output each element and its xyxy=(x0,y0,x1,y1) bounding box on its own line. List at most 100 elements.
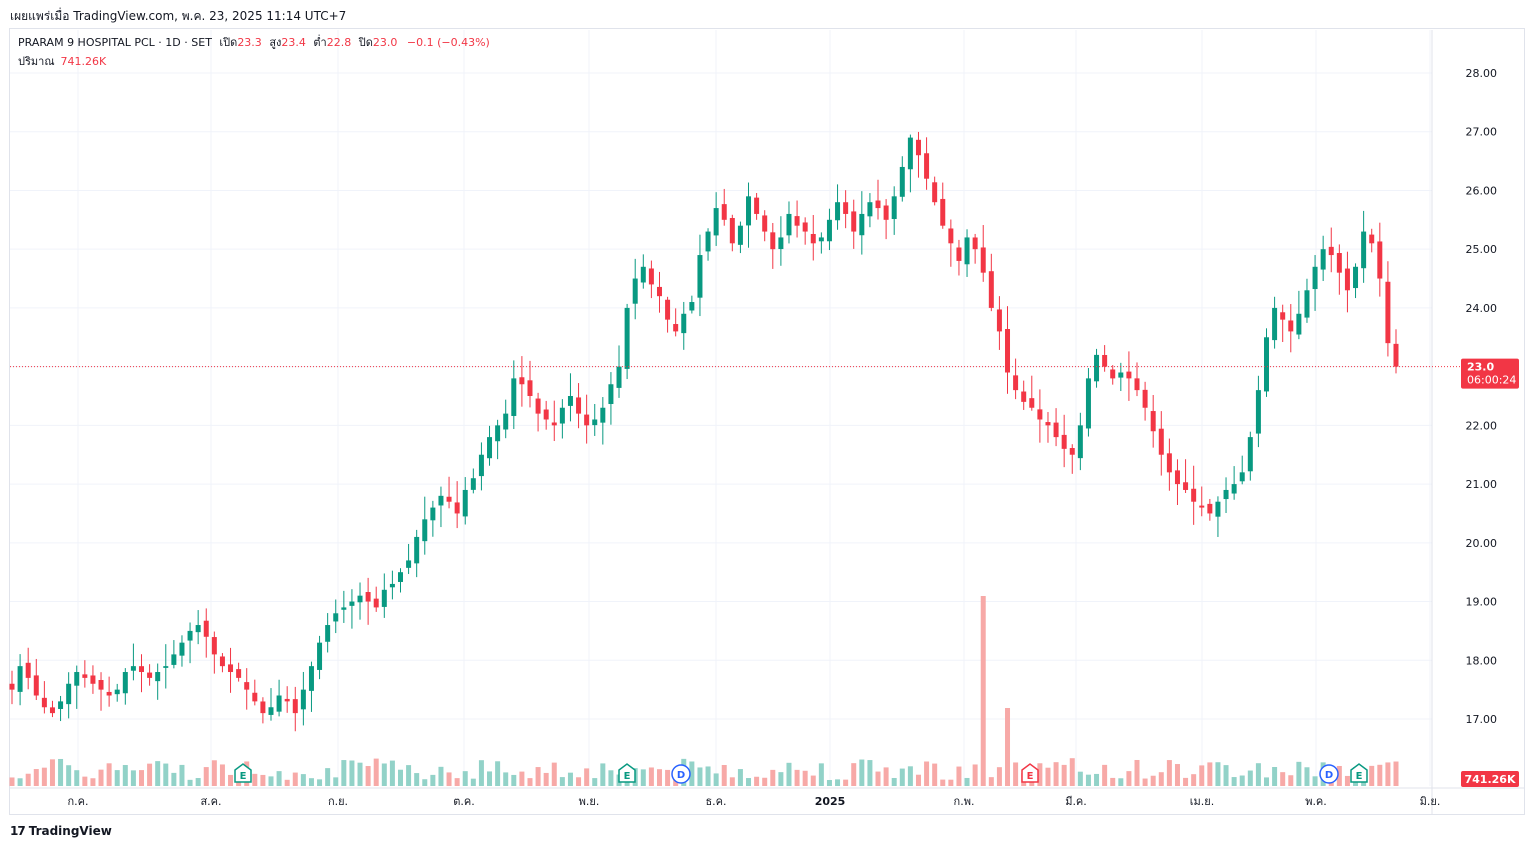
time-tick-label: ธ.ค. xyxy=(705,795,726,808)
candle-body xyxy=(1053,422,1059,438)
time-tick-label: ก.ค. xyxy=(67,795,88,808)
candle-body xyxy=(697,255,703,298)
volume-bar xyxy=(171,772,177,786)
candle-body xyxy=(665,299,671,320)
volume-bar xyxy=(519,771,525,786)
candle-body xyxy=(365,592,371,602)
volume-bar xyxy=(551,762,557,786)
candle-body xyxy=(818,237,824,242)
candle-body xyxy=(519,377,525,385)
price-tick-label: 24.00 xyxy=(1466,302,1498,315)
volume-bar xyxy=(737,769,743,786)
candle-body xyxy=(187,630,193,641)
volume-bar xyxy=(1215,762,1221,786)
candle-body xyxy=(357,595,363,603)
volume-bar xyxy=(964,777,970,786)
candle-body xyxy=(1102,354,1108,367)
volume-bar xyxy=(543,772,549,786)
earnings-marker-label: E xyxy=(1027,771,1034,782)
time-tick-label: ก.ย. xyxy=(328,795,348,808)
candle-body xyxy=(980,247,986,273)
candle-body xyxy=(802,222,808,232)
earnings-marker-icon xyxy=(1350,763,1368,783)
price-tick-label: 21.00 xyxy=(1466,478,1498,491)
change-value: −0.1 (−0.43%) xyxy=(406,36,490,49)
volume-bar xyxy=(1264,777,1270,786)
price-tick-label: 27.00 xyxy=(1466,126,1498,139)
candle-body xyxy=(567,395,573,406)
dividend-marker-icon xyxy=(671,764,691,784)
volume-bar xyxy=(195,778,201,786)
volume-bar xyxy=(357,762,363,786)
candle-body xyxy=(1369,234,1375,244)
earnings-marker-icon xyxy=(1021,763,1039,783)
candle-body xyxy=(1174,470,1180,485)
volume-bar xyxy=(1223,765,1229,786)
volume-bar xyxy=(1045,767,1051,786)
volume-bar xyxy=(300,774,306,786)
candle-body xyxy=(381,589,387,607)
candle-body xyxy=(1385,281,1391,344)
candle-body xyxy=(33,675,39,696)
volume-bar xyxy=(567,772,573,786)
chart-frame[interactable] xyxy=(9,28,1525,815)
candle-body xyxy=(875,200,881,209)
candle-body xyxy=(349,601,355,606)
volume-bar xyxy=(454,778,460,786)
candle-body xyxy=(826,219,832,242)
candle-body xyxy=(1353,266,1359,289)
candle-body xyxy=(1166,453,1172,473)
volume-bar xyxy=(430,774,436,786)
candle-body xyxy=(632,278,638,304)
candle-body xyxy=(300,689,306,710)
candle-body xyxy=(624,307,630,369)
volume-bar xyxy=(875,771,881,786)
volume-legend: ปริมาณ 741.26K xyxy=(18,52,106,70)
volume-bar xyxy=(810,775,816,786)
candle-body xyxy=(1110,369,1116,379)
high-value: 23.4 xyxy=(281,36,306,49)
volume-bar xyxy=(333,777,339,786)
volume-bar xyxy=(1077,771,1083,786)
candle-body xyxy=(58,701,64,709)
volume-bar xyxy=(972,764,978,786)
candle-body xyxy=(389,583,395,588)
volume-bar xyxy=(1110,777,1116,786)
volume-bar xyxy=(1239,775,1245,786)
volume-bar xyxy=(843,779,849,786)
volume-bar xyxy=(1005,708,1011,786)
volume-bar xyxy=(1231,777,1237,786)
candle-body xyxy=(373,598,379,608)
candle-body xyxy=(867,202,873,217)
candle-body xyxy=(49,707,55,714)
tradingview-footer[interactable]: 17 TradingView xyxy=(10,824,112,838)
candle-body xyxy=(41,697,47,708)
volume-bar xyxy=(891,777,897,786)
time-tick-label: พ.ย. xyxy=(579,795,600,808)
candle-body xyxy=(1045,422,1051,426)
candle-body xyxy=(308,666,314,691)
volume-bar xyxy=(535,767,541,786)
volume-bar xyxy=(859,759,865,786)
time-tick-label: ต.ค. xyxy=(453,795,475,808)
candle-body xyxy=(899,166,905,197)
candle-body xyxy=(721,204,727,220)
volume-bar xyxy=(527,778,533,786)
volume-bar xyxy=(1118,778,1124,786)
time-tick-label: เม.ย. xyxy=(1190,795,1214,808)
published-timestamp: เผยแพร่เมื่อ TradingView.com, พ.ค. 23, 2… xyxy=(10,9,347,23)
candle-body xyxy=(1029,398,1035,408)
earnings-marker-label: E xyxy=(624,771,631,782)
volume-bar xyxy=(1377,764,1383,786)
candle-body xyxy=(1377,241,1383,279)
volume-bar xyxy=(1247,770,1253,786)
candle-body xyxy=(228,664,234,673)
symbol-legend: PRARAM 9 HOSPITAL PCL · 1D · SET เปิด23.… xyxy=(18,35,490,51)
volume-bar xyxy=(406,765,412,786)
low-value: 22.8 xyxy=(326,36,352,49)
volume-bar xyxy=(155,761,161,786)
candle-body xyxy=(195,625,201,633)
candle-body xyxy=(932,182,938,203)
candle-body xyxy=(462,489,468,517)
